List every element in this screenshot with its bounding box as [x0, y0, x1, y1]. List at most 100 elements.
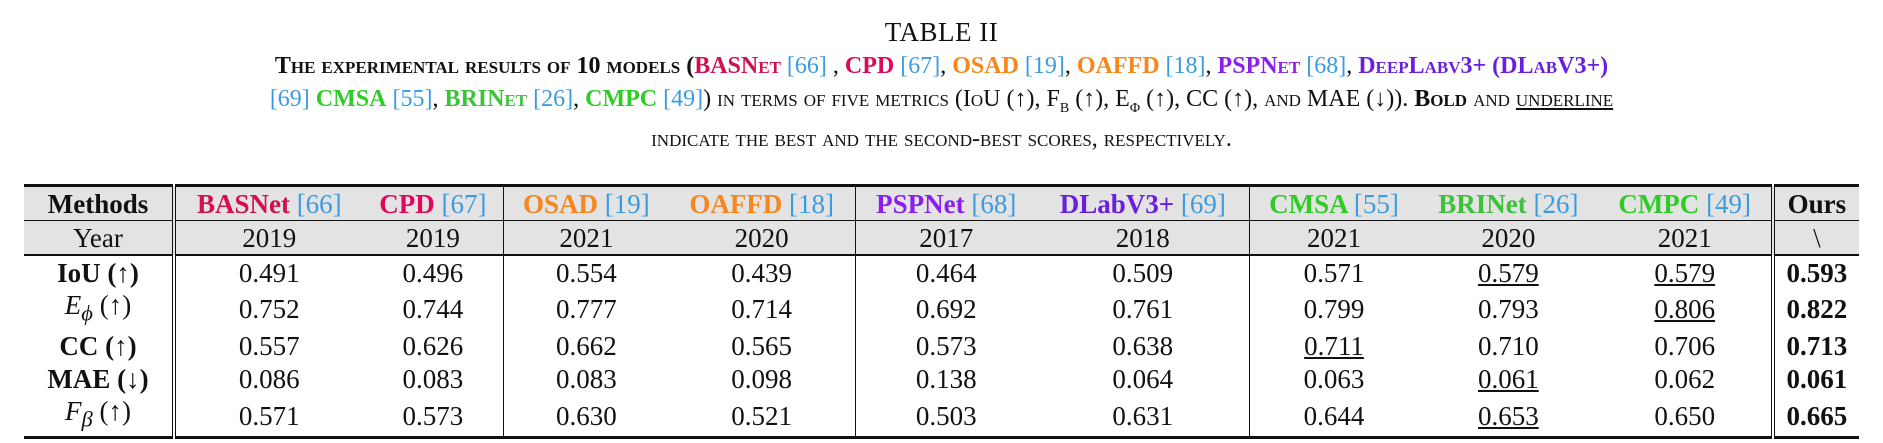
caption-line-2: [69] CMSA [55], BRINet [26], CMPC [49]) … [0, 83, 1883, 123]
value-cell: 0.063 [1303, 363, 1365, 394]
caption-line1-ref-1: [67] [900, 53, 941, 79]
caption-line1-sep-4: , [1346, 53, 1359, 79]
value-cell: 0.521 [668, 395, 856, 438]
method-ref-2: [19] [604, 188, 650, 219]
method-name-7: BRINet [1438, 188, 1527, 219]
value-cell: 0.692 [915, 294, 977, 325]
year-header: Year [24, 220, 176, 256]
caption-line2-sep-0: , [432, 86, 445, 112]
value-cell: 0.064 [1036, 362, 1250, 396]
value-cell: 0.650 [1598, 395, 1774, 438]
year-cell-8: 2021 [1598, 220, 1774, 256]
value-cell: 0.638 [1036, 329, 1250, 363]
year-cell-6: 2021 [1249, 220, 1419, 256]
year-cell-7: 2020 [1418, 220, 1599, 256]
value-cell: 0.496 [362, 255, 505, 289]
caption-underline-word: underline [1515, 86, 1614, 112]
method-name-5: DLabV3+ [1059, 188, 1175, 219]
methods-header: Methods [24, 185, 176, 221]
year-cell-0: 2019 [174, 220, 363, 256]
second-best-value: 0.806 [1654, 294, 1716, 325]
method-ref-6: [55] [1353, 188, 1399, 219]
method-name-9: Ours [1787, 188, 1847, 219]
metric-label-3: MAE (↓) [24, 362, 176, 396]
caption-line1-ref-3: [18] [1165, 53, 1206, 79]
method-header-5: DLabV3+ [69] [1036, 185, 1250, 221]
value-cell: 0.752 [238, 294, 300, 325]
method-header-2: OSAD [19] [503, 185, 669, 221]
caption-line1-model-3: OAFFD [1076, 53, 1160, 79]
caption-line1-sep-3: , [1205, 53, 1218, 79]
value-cell: 0.665 [1770, 395, 1859, 438]
value-cell: 0.579 [1598, 255, 1774, 289]
year-cell-9: \ [1770, 220, 1859, 256]
table-caption: TABLE II The experimental results of 10 … [0, 14, 1883, 156]
value-cell: 0.714 [668, 289, 856, 330]
value-cell: 0.777 [555, 294, 617, 325]
caption-line1-model-2: OSAD [952, 53, 1019, 79]
table-title: TABLE II [884, 17, 999, 47]
caption-metrics-a: ) in terms of five metrics (IoU (↑), F [703, 86, 1060, 112]
value-cell: 0.706 [1598, 329, 1774, 363]
value-cell: 0.761 [1036, 289, 1250, 330]
method-name-2: OSAD [522, 188, 598, 219]
method-header-3: OAFFD [18] [668, 185, 856, 221]
value-cell: 0.557 [238, 330, 300, 361]
method-ref-0: [66] [296, 188, 342, 219]
caption-line2-models: CMSA [55], BRINet [26], CMPC [49] [316, 86, 703, 112]
value-cell: 0.083 [362, 362, 505, 396]
value-cell: 0.822 [1770, 289, 1859, 330]
caption-line1-ref-2: [19] [1024, 53, 1065, 79]
second-best-value: 0.061 [1477, 363, 1539, 394]
value-cell: 0.593 [1770, 255, 1859, 289]
caption-line2-model-2: CMPC [585, 86, 658, 112]
caption-line1-model-0: BASNet [694, 53, 781, 79]
metric-symbol-4: F [65, 396, 82, 427]
second-best-value: 0.579 [1477, 257, 1539, 288]
method-ref-3: [18] [789, 188, 835, 219]
caption-line2-ref-2: [49] [663, 86, 704, 112]
caption-line-3: indicate the best and the second-best sc… [651, 125, 1232, 152]
method-name-8: CMPC [1618, 188, 1700, 219]
caption-line1-model-4: PSPNet [1217, 53, 1301, 79]
caption-metrics-c: (↑), CC (↑), and MAE (↓)). [1140, 86, 1415, 112]
year-cell-3: 2020 [668, 220, 856, 256]
metric-label-1: Eϕ (↑) [24, 289, 176, 330]
value-cell: 0.503 [915, 400, 977, 431]
caption-line1-sep-1: , [940, 53, 953, 79]
value-cell: 0.086 [238, 363, 300, 394]
metric-arrow-1: (↑) [92, 290, 132, 320]
method-ref-1: [67] [441, 188, 487, 219]
caption-line2-ref-0: [55] [392, 86, 433, 112]
year-cell-2: 2021 [503, 220, 669, 256]
value-cell: 0.571 [1303, 257, 1365, 288]
method-name-6: CMSA [1269, 188, 1348, 219]
method-name-1: CPD [379, 188, 435, 219]
value-cell: 0.554 [555, 257, 617, 288]
metric-label-0: IoU (↑) [24, 255, 176, 289]
caption-line2-model-0: CMSA [315, 86, 387, 112]
value-cell: 0.744 [362, 289, 505, 330]
method-header-8: CMPC [49] [1598, 185, 1774, 221]
value-cell: 0.439 [668, 255, 856, 289]
method-header-9: Ours [1770, 185, 1859, 221]
caption-metrics-b: (↑), E [1069, 86, 1130, 112]
value-cell: 0.573 [362, 395, 505, 438]
caption-line1-sep-0: , [826, 53, 845, 79]
value-cell: 0.491 [238, 257, 300, 288]
value-cell: 0.579 [1418, 255, 1599, 289]
value-cell: 0.571 [238, 400, 300, 431]
method-ref-5: [69] [1180, 188, 1226, 219]
caption-line1-model-5: DeepLabv3+ (DLabV3+) [1358, 53, 1609, 79]
value-cell: 0.062 [1598, 362, 1774, 396]
method-name-4: PSPNet [876, 188, 965, 219]
value-cell: 0.644 [1303, 400, 1365, 431]
caption-line1-ref-0: [66] [786, 53, 827, 79]
value-cell: 0.464 [915, 257, 977, 288]
second-best-value: 0.653 [1477, 400, 1539, 431]
value-cell: 0.806 [1598, 289, 1774, 330]
caption-line-1: The experimental results of 10 models (B… [0, 50, 1883, 83]
value-cell: 0.711 [1250, 329, 1419, 362]
caption-ephi-sub: ϕ [1129, 94, 1141, 117]
value-cell: 0.630 [555, 400, 617, 431]
